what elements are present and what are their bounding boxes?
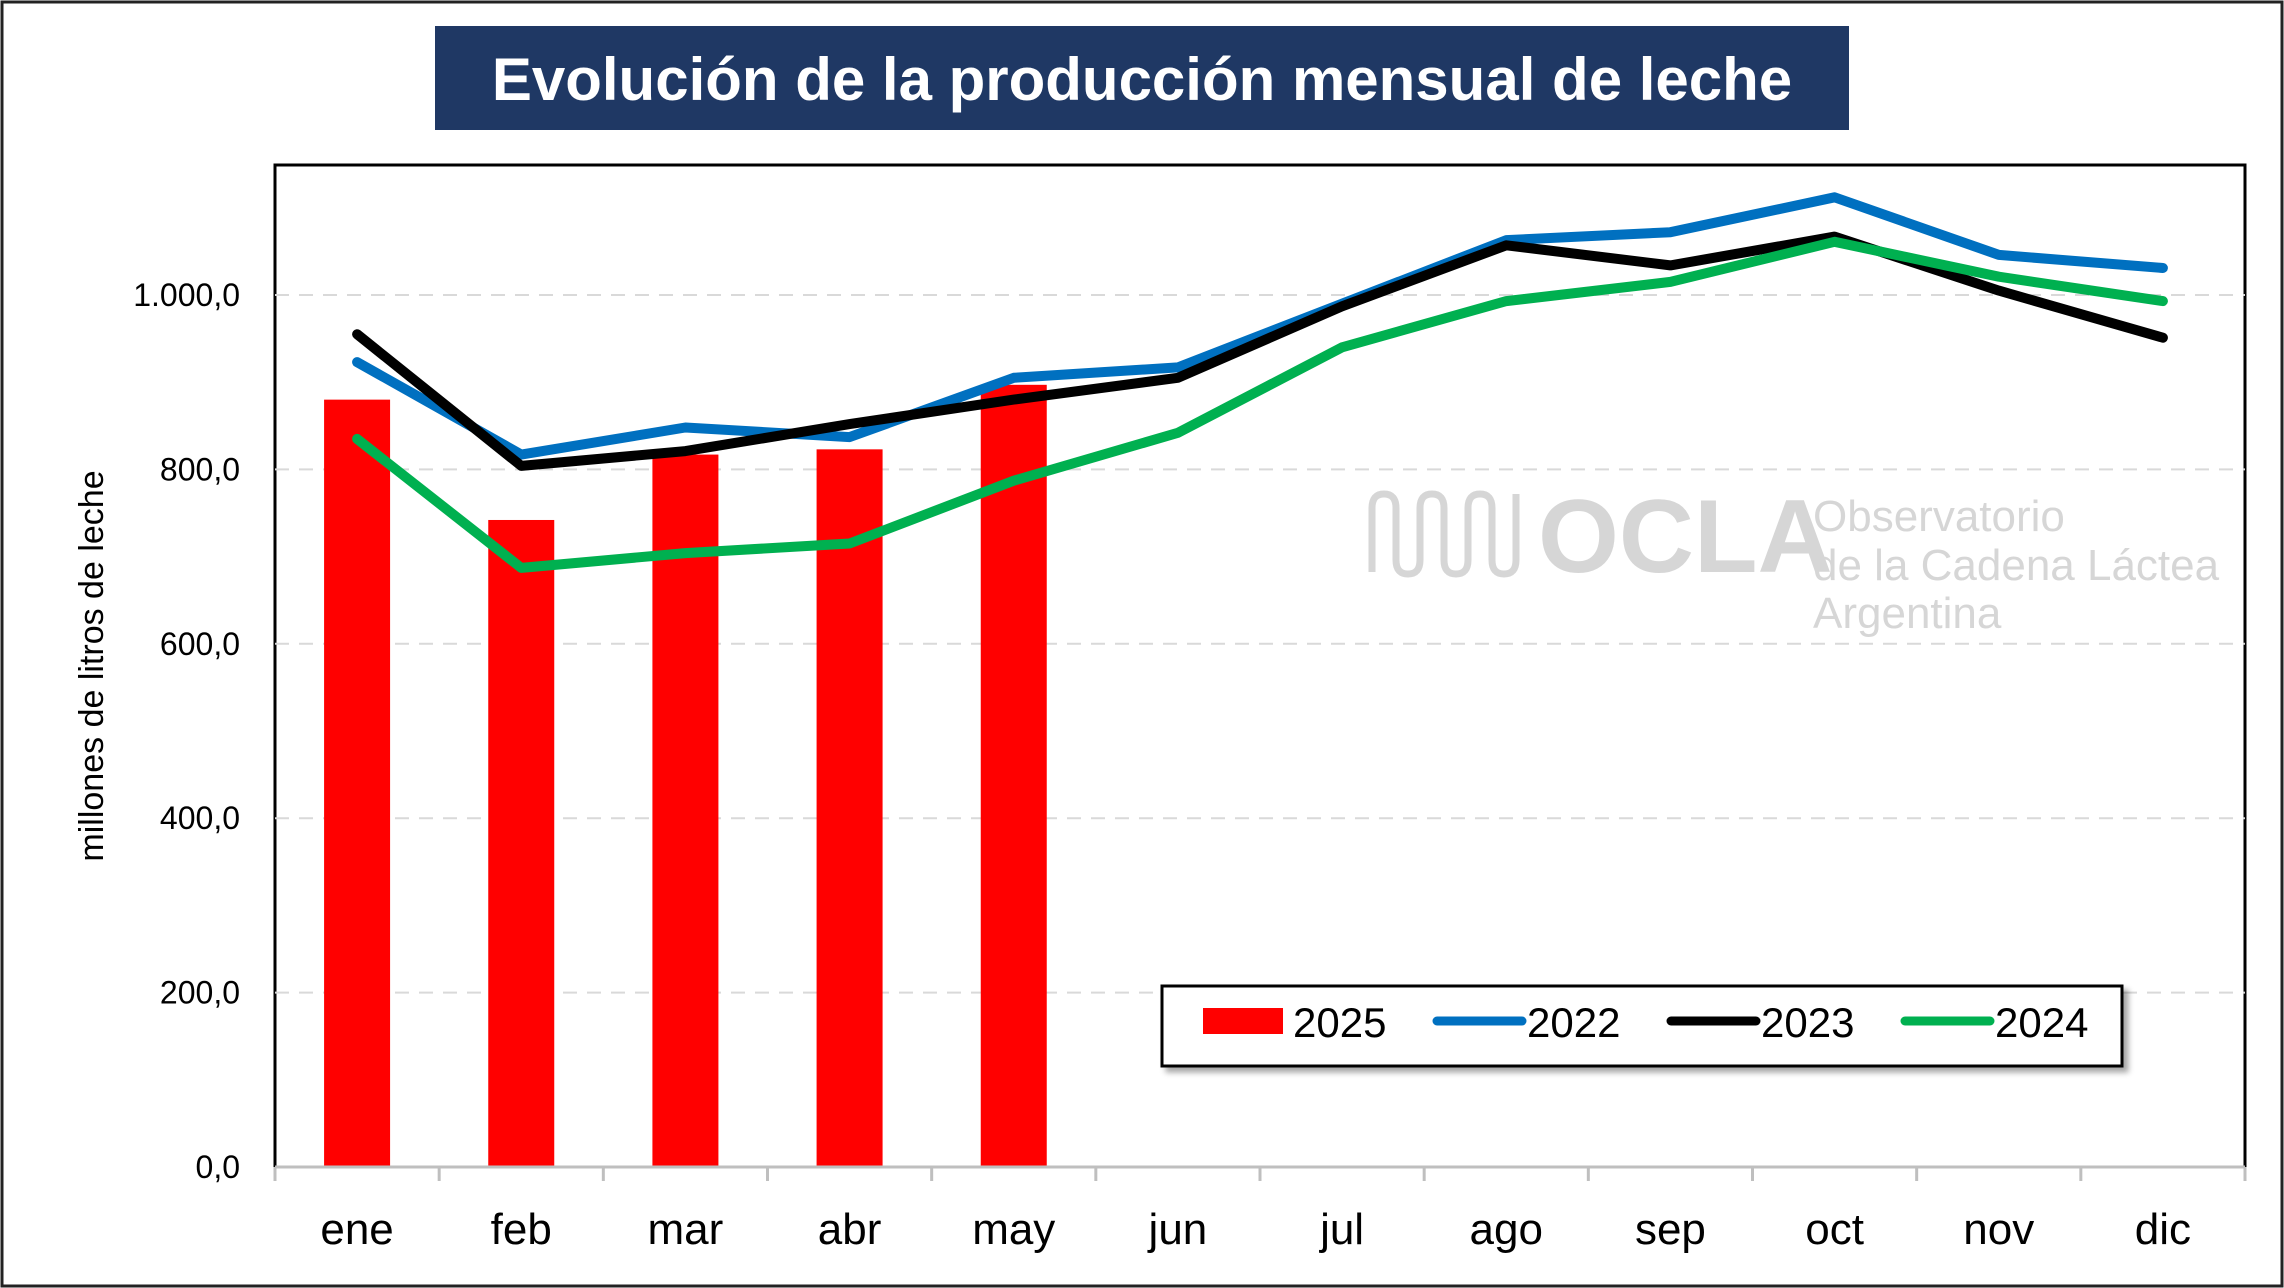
x-tick-label: ene [320, 1205, 393, 1254]
bars [324, 384, 1047, 1167]
title-background [435, 26, 1849, 130]
x-tick-label: ago [1470, 1205, 1543, 1254]
chart-title: Evolución de la producción mensual de le… [492, 46, 1792, 113]
bar-2025-ene [324, 399, 391, 1167]
legend: 2025 2022 2023 2024 [1160, 984, 2124, 1068]
bar-2025-mar [652, 454, 719, 1167]
y-tick-label: 0,0 [196, 1149, 240, 1185]
legend-label-2023: 2023 [1761, 999, 1854, 1046]
y-tick-label: 800,0 [160, 451, 240, 487]
legend-box [1160, 984, 2124, 1068]
legend-label-2025: 2025 [1293, 999, 1386, 1046]
x-tick-label: jul [1318, 1205, 1364, 1254]
y-tick-label: 200,0 [160, 975, 240, 1011]
x-tick-label: feb [491, 1205, 552, 1254]
x-tick-label: nov [1963, 1205, 2034, 1254]
series-line-2022 [352, 192, 2168, 460]
x-tick-label: dic [2135, 1205, 2191, 1254]
y-tick-label: 400,0 [160, 800, 240, 836]
x-tick-label: abr [818, 1205, 882, 1254]
legend-label-2022: 2022 [1527, 999, 1620, 1046]
legend-label-2024: 2024 [1995, 999, 2088, 1046]
bar-2025-may [980, 384, 1047, 1167]
x-tick-label: jun [1147, 1205, 1208, 1254]
x-tick-label: may [972, 1205, 1055, 1254]
x-tick-label: oct [1805, 1205, 1864, 1254]
bar-2025-abr [816, 449, 883, 1167]
bar-2025-feb [488, 519, 555, 1167]
x-tick-label: mar [648, 1205, 724, 1254]
y-tick-label: 600,0 [160, 626, 240, 662]
y-axis-label: millones de litros de leche [73, 470, 111, 861]
series-lines [352, 192, 2168, 573]
legend-swatch-2025 [1203, 1008, 1283, 1034]
axes: 0,0 200,0 400,0 600,0 800,0 1.000,0 ene feb mar a… [133, 277, 2247, 1254]
series-line-2024 [352, 236, 2168, 573]
y-tick-label: 1.000,0 [133, 277, 240, 313]
watermark-name: OCLA [1538, 479, 1833, 595]
watermark-line3: Argentina [1813, 589, 2002, 638]
watermark-line1: Observatorio [1813, 492, 2065, 541]
ocla-logo-icon [1368, 490, 1520, 578]
ocla-watermark: OCLA Observatorio de la Cadena Láctea Ar… [1368, 479, 2220, 638]
watermark-line2: de la Cadena Láctea [1813, 541, 2220, 590]
x-tick-label: sep [1635, 1205, 1706, 1254]
